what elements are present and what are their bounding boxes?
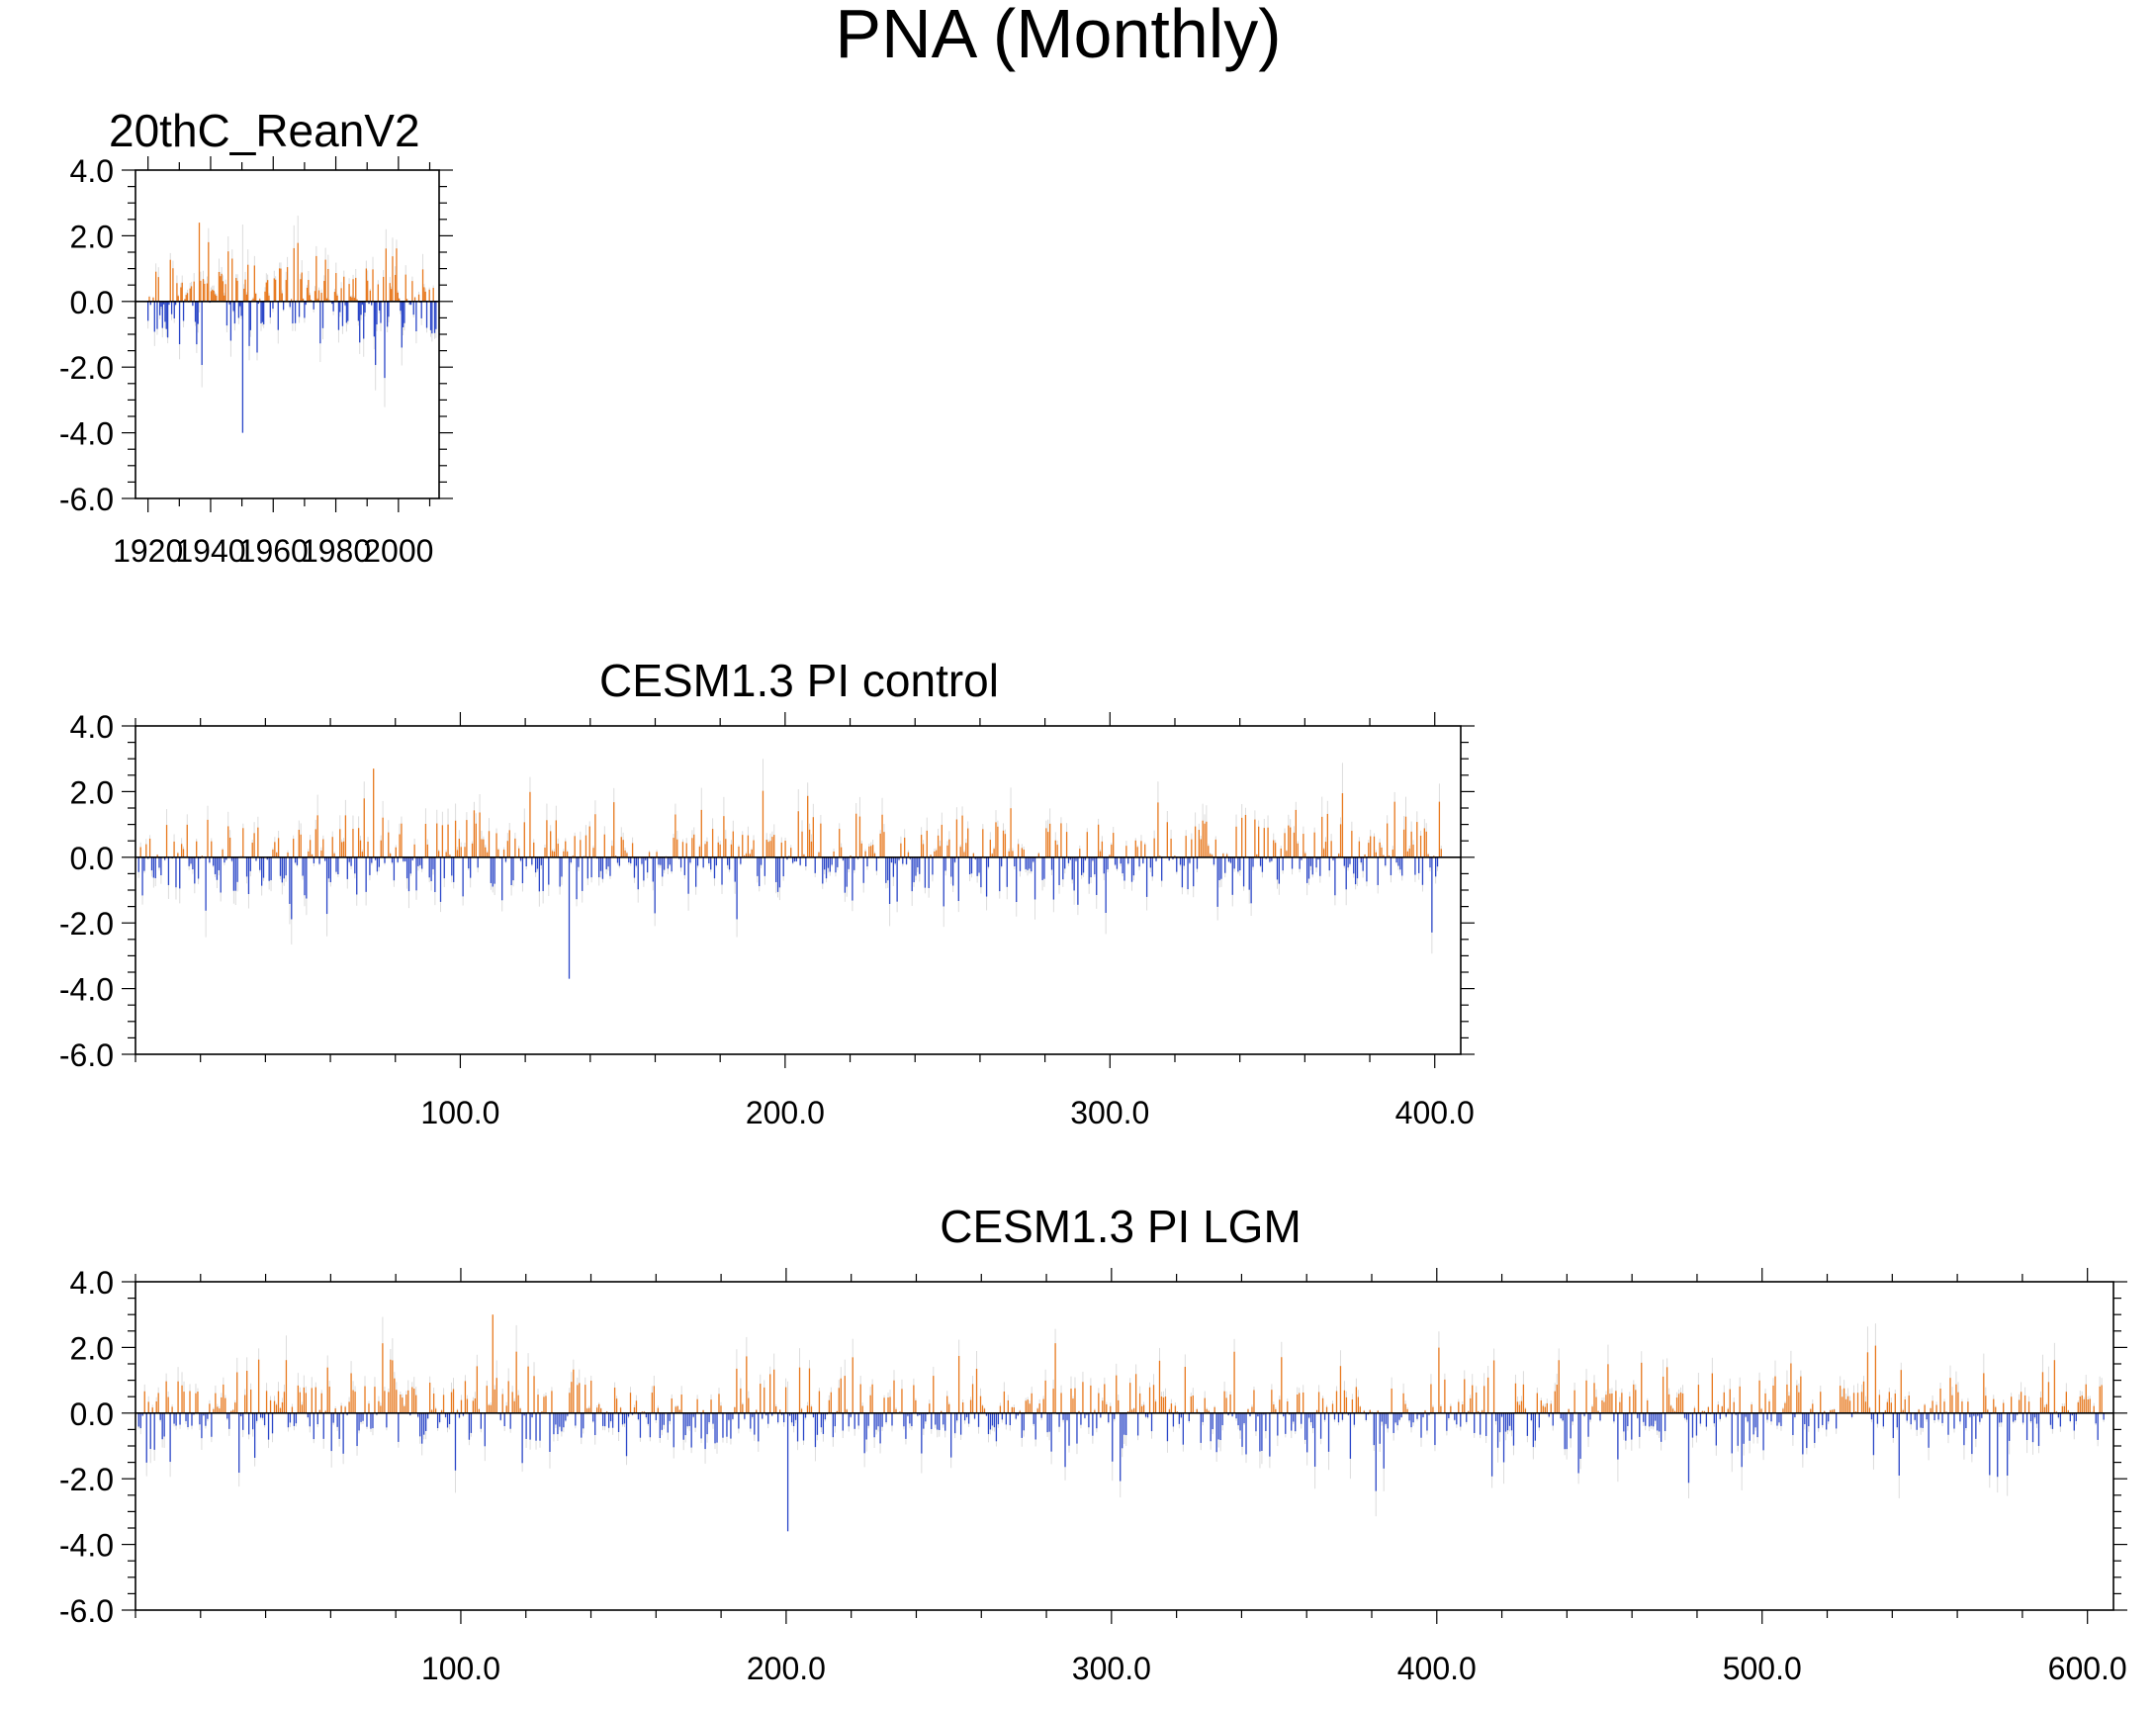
x-tick-label: 600.0 — [2048, 1651, 2127, 1686]
y-axis: 4.0 2.0 0.0 -2.0 -4.0 -6.0 — [59, 1265, 2127, 1629]
x-tick-label: 400.0 — [1397, 1651, 1477, 1686]
x-tick-label: 300.0 — [1070, 1095, 1149, 1130]
x-tick-label: 100.0 — [421, 1651, 500, 1686]
plot-frame — [135, 1281, 2114, 1611]
envelope-series — [147, 216, 437, 407]
y-tick-label: 0.0 — [70, 285, 114, 320]
plot-frame — [135, 169, 440, 499]
x-tick-label: 500.0 — [1723, 1651, 1802, 1686]
x-tick-label: 2000 — [363, 533, 433, 569]
plot-area: 4.0 2.0 0.0 -2.0 -4.0 -6.0 100.0 200.0 300.0 400.… — [59, 1265, 2127, 1686]
x-tick-label: 1960 — [238, 533, 309, 569]
plot-area: 4.0 2.0 0.0 -2.0 -4.0 -6.0 100.0 200.0 300.0 400.… — [59, 709, 1475, 1130]
y-tick-label: -2.0 — [59, 906, 114, 942]
panel-cesm-pi-control: CESM1.3 PI control 4.0 2.0 0.0 -2.0 -4.0 -6.0… — [59, 655, 1475, 1130]
bar-series — [147, 223, 437, 433]
x-tick-label: 200.0 — [747, 1651, 826, 1686]
y-tick-label: 2.0 — [70, 219, 114, 254]
y-tick-label: -6.0 — [59, 1593, 114, 1629]
y-tick-label: 0.0 — [70, 841, 114, 876]
x-axis: 100.0 200.0 300.0 400.0 — [135, 712, 1475, 1130]
x-axis: 100.0 200.0 300.0 400.0 500.0 600.0 — [135, 1268, 2127, 1686]
x-tick-label: 200.0 — [746, 1095, 825, 1130]
figure-title: PNA (Monthly) — [835, 0, 1281, 72]
panel-cesm-pi-lgm: CESM1.3 PI LGM 4.0 2.0 0.0 -2.0 -4.0 -6.0 100.… — [59, 1201, 2127, 1686]
panel-title: CESM1.3 PI LGM — [940, 1201, 1302, 1252]
x-tick-label: 1940 — [175, 533, 245, 569]
y-tick-label: 0.0 — [70, 1396, 114, 1432]
y-tick-label: 4.0 — [70, 1265, 114, 1301]
plot-area: 4.02.00.0-2.0-4.0-6.01920194019601980200… — [59, 153, 453, 569]
bar-series — [137, 1314, 2105, 1532]
plot-frame — [135, 725, 1462, 1055]
y-tick-label: -6.0 — [59, 482, 114, 517]
x-tick-label: 100.0 — [420, 1095, 499, 1130]
y-tick-label: -2.0 — [59, 1462, 114, 1497]
bar-series — [137, 768, 1442, 979]
panel-20thc-reanv2: 20thC_ReanV2 4.02.00.0-2.0-4.0-6.0192019… — [59, 105, 453, 569]
y-tick-label: 4.0 — [70, 153, 114, 189]
y-tick-label: -4.0 — [59, 972, 114, 1008]
y-tick-label: 4.0 — [70, 709, 114, 745]
x-tick-label: 400.0 — [1395, 1095, 1475, 1130]
x-tick-label: 1920 — [113, 533, 183, 569]
x-tick-label: 300.0 — [1072, 1651, 1151, 1686]
y-tick-label: -2.0 — [59, 350, 114, 386]
y-axis: 4.0 2.0 0.0 -2.0 -4.0 -6.0 — [59, 709, 1475, 1073]
y-axis: 4.0 2.0 0.0 -2.0 -4.0 -6.0 — [59, 153, 453, 517]
panel-title: 20thC_ReanV2 — [109, 105, 420, 156]
y-tick-label: 2.0 — [70, 1330, 114, 1366]
panel-title: CESM1.3 PI control — [599, 655, 999, 706]
y-tick-label: 2.0 — [70, 774, 114, 810]
y-tick-label: -6.0 — [59, 1037, 114, 1073]
x-tick-label: 1980 — [301, 533, 371, 569]
y-tick-label: -4.0 — [59, 416, 114, 452]
y-tick-label: -4.0 — [59, 1528, 114, 1564]
